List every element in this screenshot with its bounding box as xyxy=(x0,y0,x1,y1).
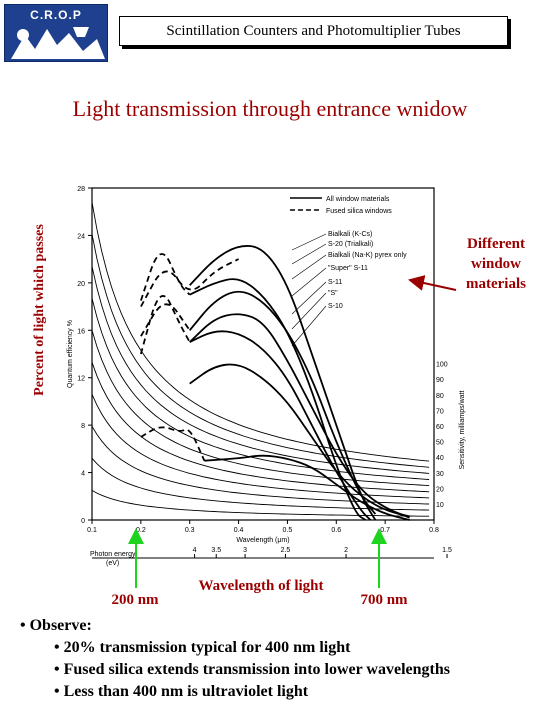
photon-unit: (eV) xyxy=(106,560,119,567)
data-curve-8 xyxy=(140,303,191,337)
y2-tick-label: 20 xyxy=(436,486,444,493)
y-tick-label: 0 xyxy=(81,518,85,525)
y-axis-label-chart: Quantum efficiency % xyxy=(67,320,74,388)
observe-point-3: • Less than 400 nm is ultraviolet light xyxy=(54,683,309,700)
observe-point-2: • Fused silica extends transmission into… xyxy=(54,661,450,678)
y2-tick-label: 40 xyxy=(436,455,444,462)
legend-all-materials: All window materials xyxy=(326,196,390,203)
data-curve-3 xyxy=(189,313,410,519)
x-tick-label: 0.4 xyxy=(234,527,244,534)
observations: • Observe: • 20% transmission typical fo… xyxy=(20,615,535,703)
sensitivity-curve xyxy=(91,490,430,517)
photon-tick-label: 1.5 xyxy=(442,547,452,554)
logo-emblem-icon xyxy=(11,27,105,59)
y-tick-label: 8 xyxy=(81,423,85,430)
annotation-different-materials: Different window materials xyxy=(454,234,538,294)
photon-tick-label: 2.5 xyxy=(281,547,291,554)
sensitivity-curve xyxy=(91,234,430,468)
curve-label: S-11 xyxy=(328,279,342,286)
data-curve-4 xyxy=(140,295,191,355)
x-tick-label: 0.8 xyxy=(429,527,439,534)
y2-tick-label: 10 xyxy=(436,502,444,509)
y2-axis-label: Sensitivity, milliamps/watt xyxy=(459,391,466,470)
legend-fused-silica: Fused silica windows xyxy=(326,208,392,215)
x-tick-label: 0.1 xyxy=(87,527,97,534)
data-curve-2 xyxy=(140,258,239,308)
x-tick-label: 0.2 xyxy=(136,527,146,534)
y2-tick-label: 100 xyxy=(436,362,448,369)
curve-label: "S" xyxy=(328,290,338,297)
annotation-200nm: 200 nm xyxy=(111,592,159,608)
y2-tick-label: 60 xyxy=(436,424,444,431)
photon-tick-label: 2 xyxy=(344,547,348,554)
x-tick-label: 0.3 xyxy=(185,527,195,534)
sensitivity-curve xyxy=(91,394,430,499)
curve-label-leader xyxy=(291,305,327,347)
sensitivity-curve xyxy=(91,202,430,462)
curve-label-leader xyxy=(291,254,327,280)
curve-label: Bialkali (K-Cs) xyxy=(328,231,372,238)
annotation-line-1: Different xyxy=(466,236,526,252)
annotation-700nm: 700 nm xyxy=(360,592,408,608)
curve-label: S-10 xyxy=(328,303,343,310)
crop-logo: C.R.O.P xyxy=(4,4,108,62)
data-curve-12 xyxy=(140,426,206,462)
annotation-line-3: materials xyxy=(466,276,526,292)
sensitivity-curve xyxy=(91,457,430,511)
sensitivity-curve xyxy=(91,330,430,487)
data-curve-11 xyxy=(204,454,410,521)
data-curve-10 xyxy=(189,363,410,518)
x-tick-label: 0.7 xyxy=(380,527,390,534)
photon-tick-label: 3 xyxy=(243,547,247,554)
y-axis-label: Percent of light which passes xyxy=(32,224,47,396)
header-title: Scintillation Counters and Photomultipli… xyxy=(119,16,508,46)
curve-label: S-20 (Trialkali) xyxy=(328,241,373,248)
annotation-wavelength: Wavelength of light xyxy=(198,578,324,594)
y-tick-label: 16 xyxy=(77,328,85,335)
y2-tick-label: 90 xyxy=(436,377,444,384)
slide-title: Light transmission through entrance wnid… xyxy=(72,96,468,121)
curve-label-leader xyxy=(291,267,327,297)
data-curve-9 xyxy=(189,330,372,521)
data-curve-1 xyxy=(189,245,377,521)
observe-point-1: • 20% transmission typical for 400 nm li… xyxy=(54,639,351,656)
plot-frame xyxy=(91,187,435,521)
curve-label: "Super" S-11 xyxy=(328,265,368,272)
curve-label-leader xyxy=(291,292,327,330)
curve-label: Bialkali (Na-K) pyrex only xyxy=(328,252,407,259)
photon-tick-label: 4 xyxy=(193,547,197,554)
annotation-line-2: window xyxy=(470,256,522,272)
observe-heading: • Observe: xyxy=(20,617,92,634)
x-tick-label: 0.5 xyxy=(283,527,293,534)
sensitivity-curve xyxy=(91,266,430,474)
y-tick-label: 4 xyxy=(81,471,85,478)
y-tick-label: 24 xyxy=(77,233,85,240)
photon-tick-label: 3.5 xyxy=(211,547,221,554)
x-axis-label: Wavelength (μm) xyxy=(236,537,289,544)
curve-label-leader xyxy=(291,243,327,265)
logo-text: C.R.O.P xyxy=(30,8,82,22)
data-curve-5 xyxy=(189,278,367,521)
y2-tick-label: 80 xyxy=(436,393,444,400)
data-curve-6 xyxy=(140,253,191,301)
curve-label-leader xyxy=(291,233,327,251)
y2-tick-label: 30 xyxy=(436,471,444,478)
sensitivity-curve xyxy=(91,298,430,480)
y2-tick-label: 50 xyxy=(436,440,444,447)
y-tick-label: 28 xyxy=(77,186,85,193)
sensitivity-curve xyxy=(91,426,430,505)
x-tick-label: 0.6 xyxy=(331,527,341,534)
photon-label: Photon energy xyxy=(90,551,136,558)
chart: 10 20 30 40 50 60 70 80 90 100 0.1 0.2 0.3 0.4 0.5 0.6… xyxy=(60,170,480,575)
y2-tick-label: 70 xyxy=(436,408,444,415)
sensitivity-curve xyxy=(91,362,430,493)
curve-label-leader xyxy=(291,281,327,315)
y-tick-label: 20 xyxy=(77,281,85,288)
y-tick-label: 12 xyxy=(77,376,85,383)
data-curve-7 xyxy=(189,290,377,515)
